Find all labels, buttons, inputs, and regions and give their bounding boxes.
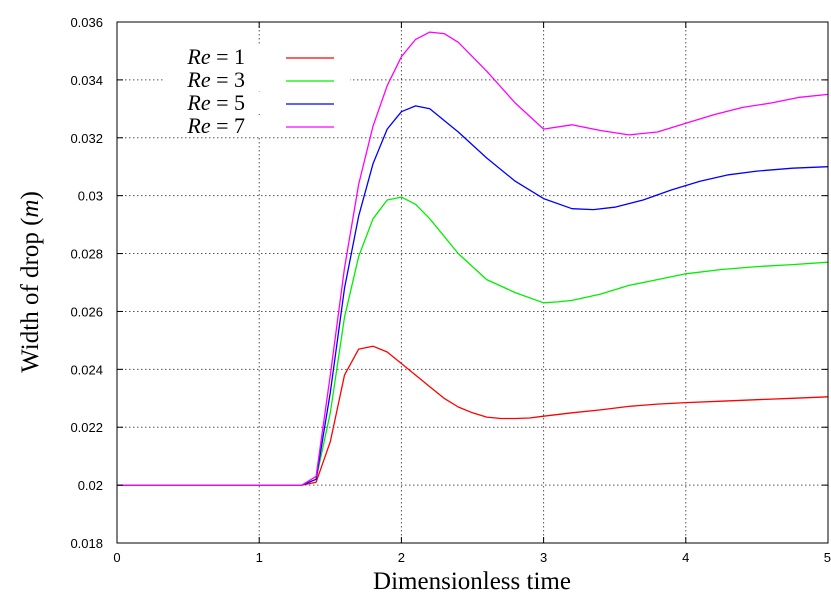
y-axis-title-prefix: Width of drop ( (17, 218, 44, 373)
legend-label-value: = 1 (211, 44, 245, 69)
legend-item-background (165, 92, 350, 114)
series-line-re-1 (117, 345, 829, 486)
y-tick-label: 0.028 (70, 247, 103, 262)
y-tick-label: 0.024 (70, 362, 103, 377)
axis-ticks: 0.018 0.02 0.022 0.024 0.026 0.028 0.03 0.032 0.… (70, 15, 831, 565)
legend-label: Re = 7 (186, 113, 245, 138)
legend-label-variable: Re (186, 90, 210, 115)
series-line-re-5 (117, 105, 829, 486)
y-tick-label: 0.03 (78, 189, 103, 204)
legend-label-variable: Re (186, 44, 210, 69)
legend-label-value: = 3 (211, 67, 245, 92)
y-tick-label: 0.026 (70, 304, 103, 319)
x-tick-label: 1 (256, 550, 263, 565)
x-tick-label: 3 (540, 550, 547, 565)
y-tick-label: 0.034 (70, 73, 103, 88)
legend-label: Re = 3 (186, 67, 245, 92)
y-tick-label: 0.032 (70, 131, 103, 146)
y-axis-title: Width of drop (m) (17, 191, 44, 373)
x-tick-label: 0 (113, 550, 120, 565)
legend-label: Re = 1 (186, 44, 245, 69)
legend-label-value: = 7 (211, 113, 245, 138)
x-tick-label: 2 (398, 550, 405, 565)
series-line-re-3 (117, 196, 829, 486)
x-tick-label: 4 (682, 550, 689, 565)
y-axis-title-suffix: ) (17, 191, 44, 199)
y-tick-label: 0.02 (78, 478, 103, 493)
legend-item-background (165, 115, 350, 137)
legend-item-background (165, 69, 350, 91)
legend-label-value: = 5 (211, 90, 245, 115)
legend: Re = 1Re = 3Re = 5Re = 7 (165, 44, 350, 138)
legend-label-variable: Re (186, 67, 210, 92)
legend-label: Re = 5 (186, 90, 245, 115)
y-tick-label: 0.036 (70, 15, 103, 30)
grid (117, 22, 828, 543)
y-axis-title-unit: m (17, 200, 44, 218)
plot-border (116, 21, 829, 544)
x-tick-label: 5 (824, 550, 831, 565)
legend-item-background (165, 46, 350, 68)
series-layer (117, 31, 829, 486)
series-line-re-7 (117, 31, 829, 486)
y-tick-label: 0.018 (70, 536, 103, 551)
legend-label-variable: Re (186, 113, 210, 138)
x-axis-title: Dimensionless time (373, 568, 571, 595)
y-tick-label: 0.022 (70, 420, 103, 435)
